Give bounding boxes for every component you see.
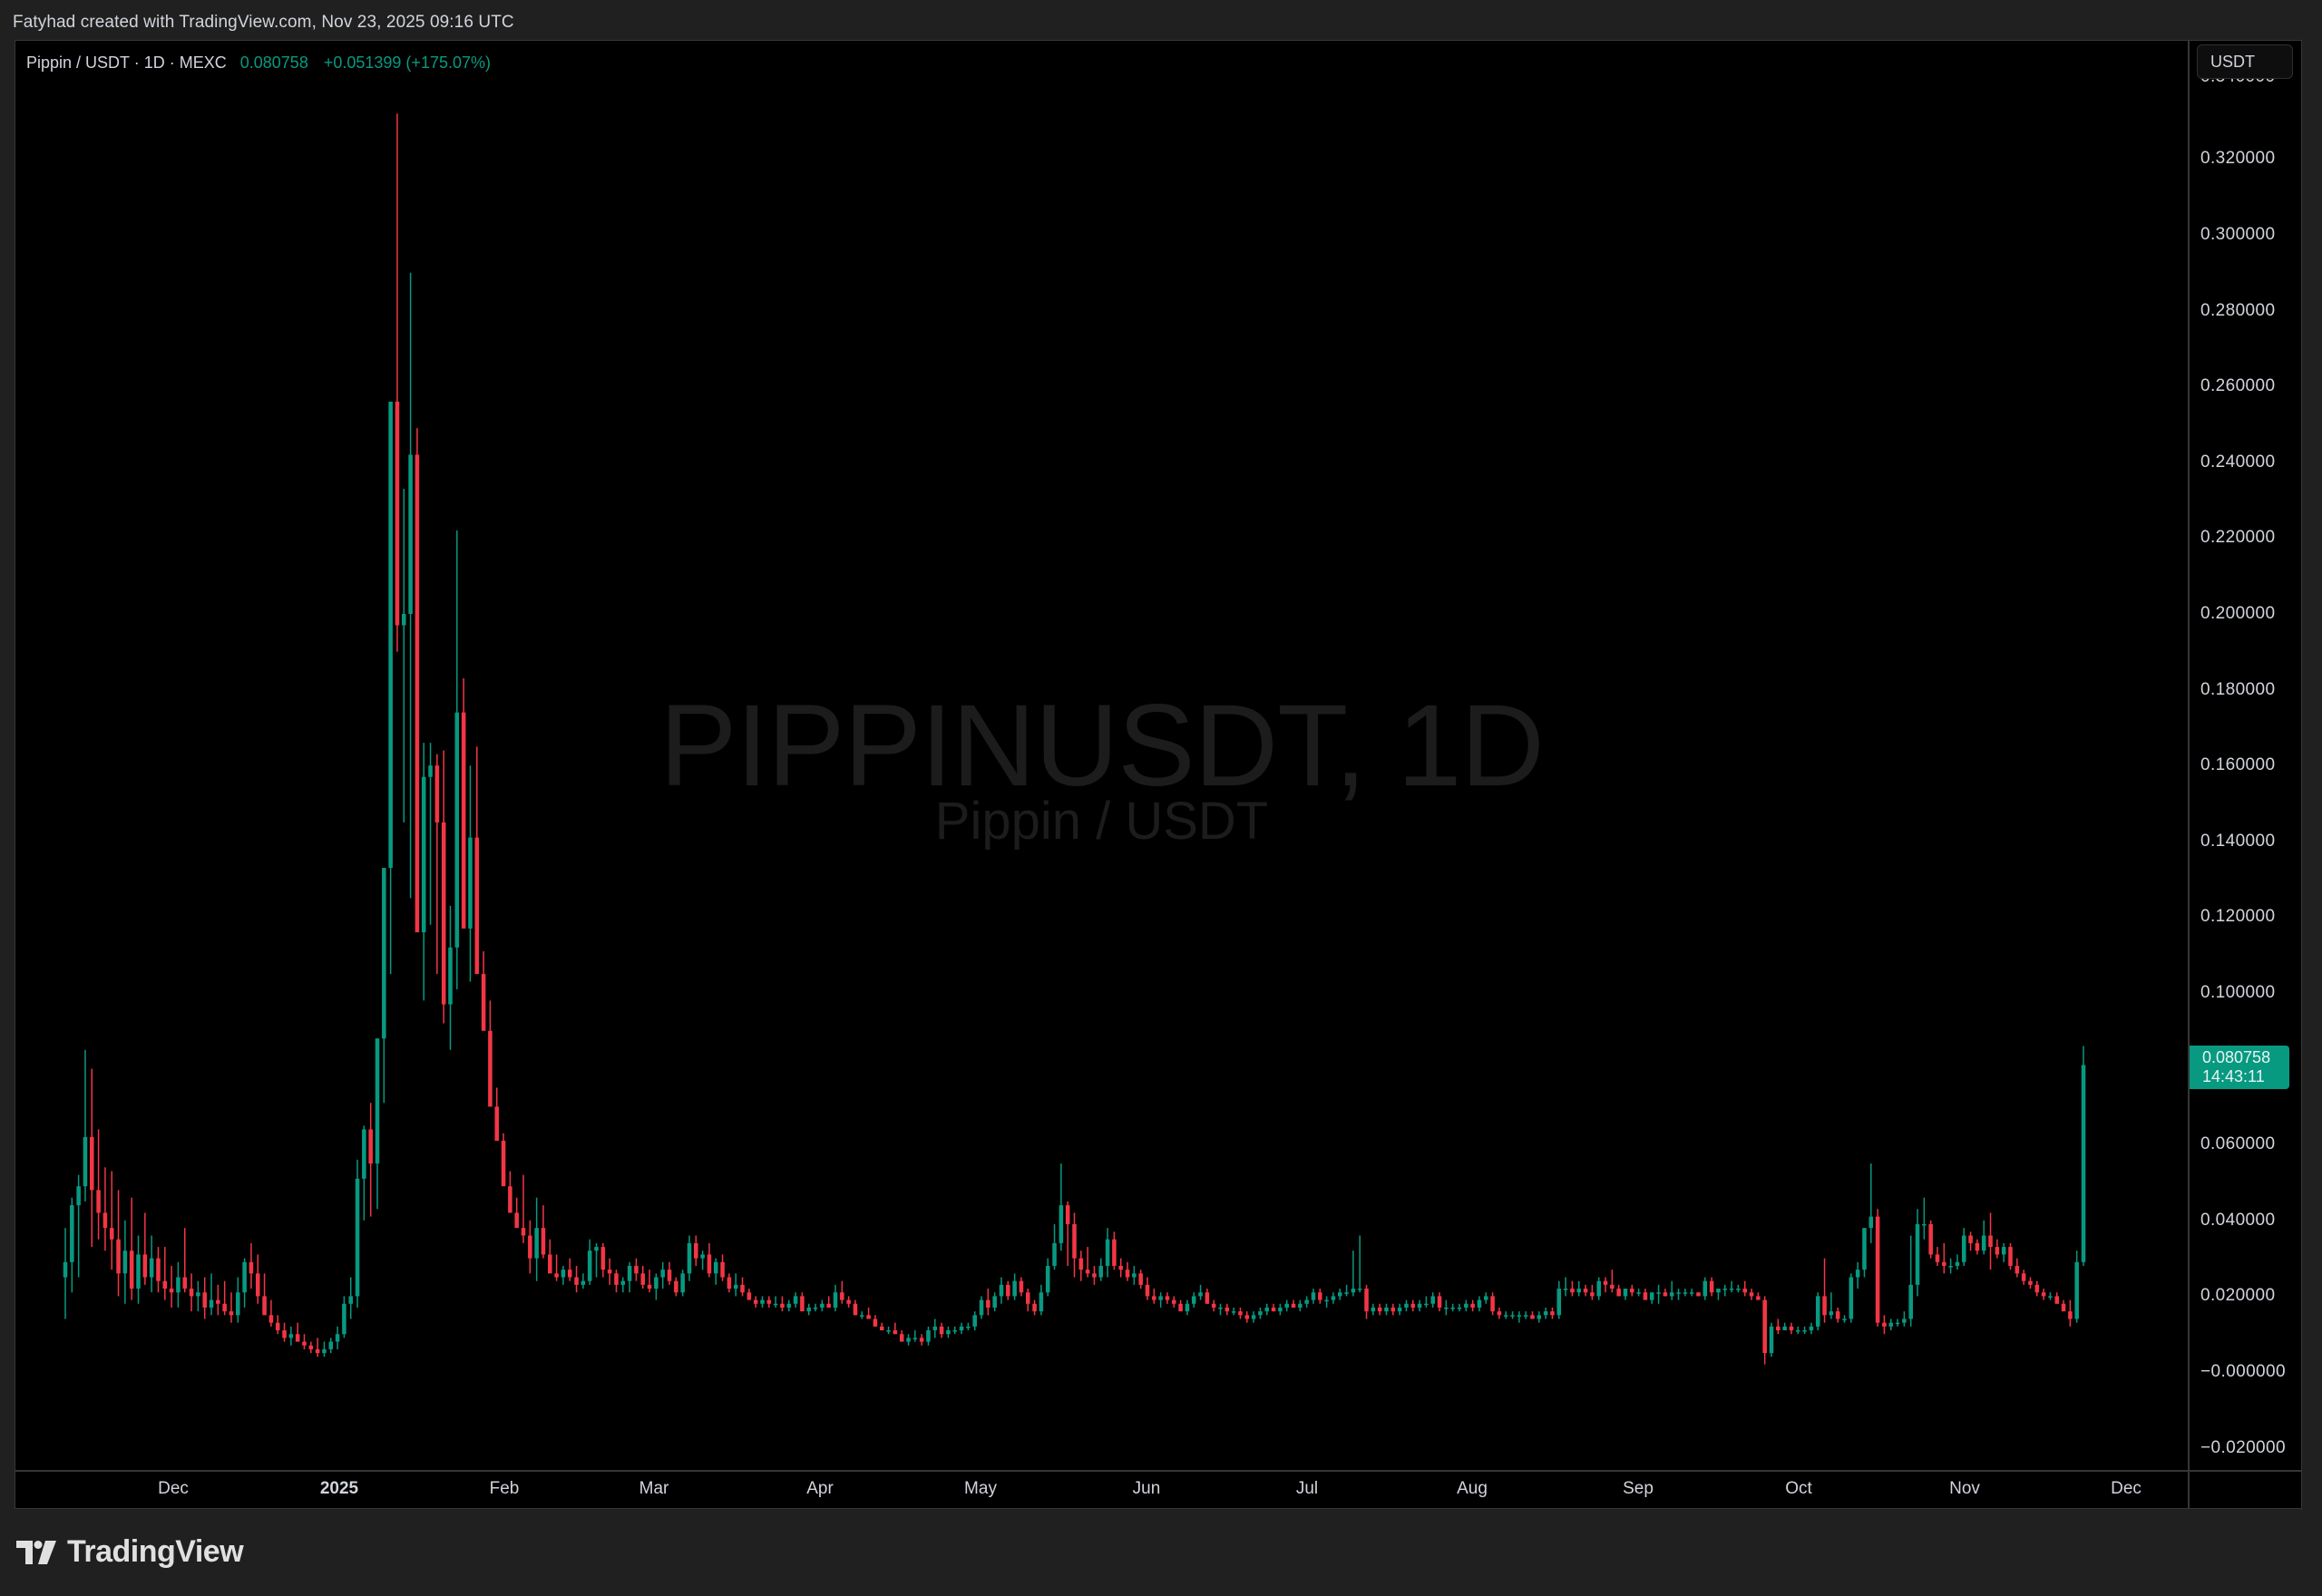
time-tick-label: Dec xyxy=(2111,1479,2142,1498)
price-tick-label: 0.300000 xyxy=(2200,225,2276,244)
time-tick-label: Oct xyxy=(1785,1479,1812,1498)
price-tick-label: 0.200000 xyxy=(2200,604,2276,623)
price-tick-label: 0.320000 xyxy=(2200,149,2276,169)
price-tick-label: −0.020000 xyxy=(2200,1437,2286,1457)
price-tick-label: 0.040000 xyxy=(2200,1210,2276,1230)
time-tick-label: Sep xyxy=(1623,1479,1654,1498)
time-tick-label: Jun xyxy=(1132,1479,1161,1498)
time-tick-label: May xyxy=(964,1479,997,1498)
time-tick-label: Jul xyxy=(1295,1479,1319,1498)
time-axis[interactable]: Dec 2025 Feb Mar Apr May Jun Jul Aug Sep Oct Nov Dec xyxy=(15,1470,2188,1508)
plot-area[interactable]: Pippin / USDT · 1D · MEXC 0.080758 +0.05… xyxy=(15,41,2188,1470)
time-tick-label: 2025 xyxy=(319,1479,359,1498)
time-tick-label: Feb xyxy=(489,1479,520,1498)
price-axis[interactable]: USDT 0.340000 0.080758 14:43:11 0.320000… xyxy=(2188,41,2301,1470)
price-tick-label: 0.240000 xyxy=(2200,452,2276,472)
last-price-tag: 0.080758 14:43:11 xyxy=(2190,1046,2289,1090)
price-tick-label: 0.140000 xyxy=(2200,831,2276,851)
price-tick-label: 0.060000 xyxy=(2200,1134,2276,1154)
time-tick-label: Nov xyxy=(1949,1479,1980,1498)
price-tick-label: 0.160000 xyxy=(2200,755,2276,775)
price-tick-label: −0.000000 xyxy=(2200,1362,2286,1381)
last-price-value: 0.080758 xyxy=(2202,1048,2271,1067)
tradingview-logo-icon xyxy=(16,1540,56,1564)
candlestick-series xyxy=(63,113,2086,1365)
time-tick-label: Apr xyxy=(806,1479,834,1498)
tradingview-logo[interactable]: TradingView xyxy=(16,1534,244,1570)
time-tick-label: Aug xyxy=(1457,1479,1488,1498)
time-tick-label: Mar xyxy=(639,1479,669,1498)
price-tick-label: 0.100000 xyxy=(2200,983,2276,1002)
last-value: 0.080758 xyxy=(239,54,308,72)
symbol-name: Pippin / USDT · 1D · MEXC xyxy=(26,54,227,72)
price-tick-label: 0.280000 xyxy=(2200,300,2276,320)
price-tick-label: 0.120000 xyxy=(2200,907,2276,927)
price-tick-label: 0.220000 xyxy=(2200,528,2276,548)
axis-corner xyxy=(2188,1470,2301,1508)
price-tick-cut: 0.340000 xyxy=(2200,78,2275,87)
price-tick-label: 0.180000 xyxy=(2200,679,2276,699)
chart-frame: Pippin / USDT · 1D · MEXC 0.080758 +0.05… xyxy=(15,40,2302,1509)
brand-name: TradingView xyxy=(67,1534,244,1569)
time-tick-label: Dec xyxy=(158,1479,189,1498)
bar-countdown: 14:43:11 xyxy=(2202,1067,2265,1086)
change-value: +0.051399 (+175.07%) xyxy=(323,54,491,72)
price-tick-label: 0.020000 xyxy=(2200,1286,2276,1306)
price-tick-label: 0.260000 xyxy=(2200,376,2276,396)
currency-button[interactable]: USDT xyxy=(2197,44,2293,79)
symbol-legend[interactable]: Pippin / USDT · 1D · MEXC 0.080758 +0.05… xyxy=(26,54,491,73)
attribution-text: Fatyhad created with TradingView.com, No… xyxy=(13,13,514,32)
